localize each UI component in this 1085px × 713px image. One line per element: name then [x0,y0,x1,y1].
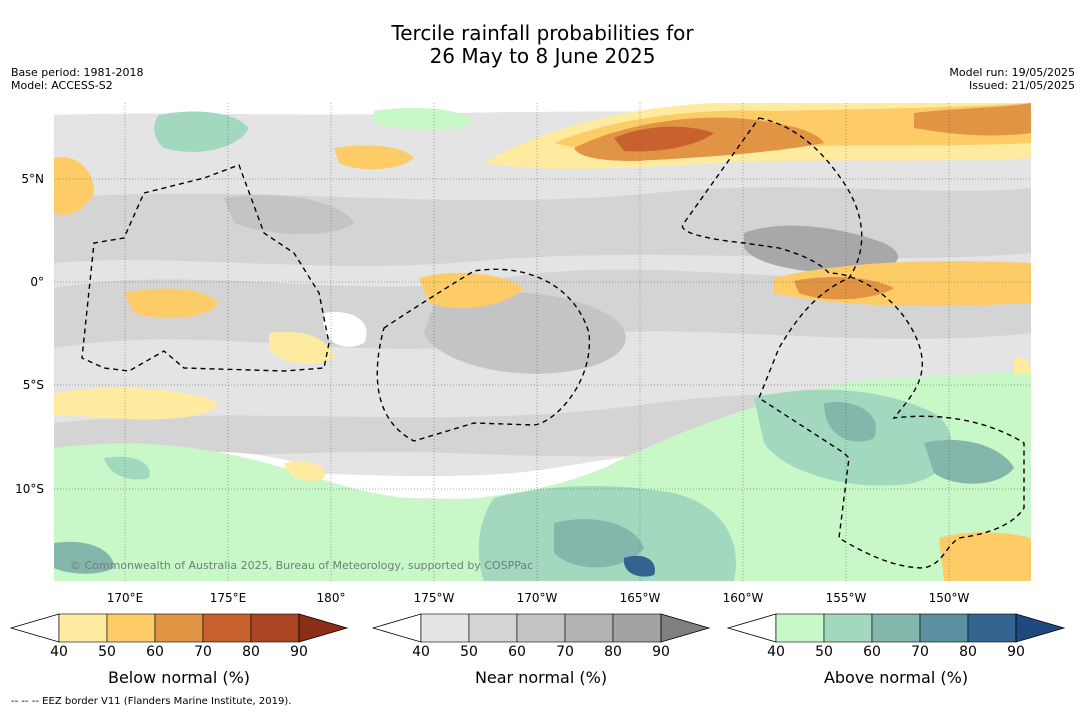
meta-left: Base period: 1981-2018 Model: ACCESS-S2 [11,66,143,92]
colorbar-title-near: Near normal (%) [474,668,608,687]
below-normal-patch-se [939,532,1031,581]
colorbar-segment [823,613,873,643]
colorbar-tick-label: 90 [652,644,670,660]
title-line-1: Tercile rainfall probabilities for [391,21,694,45]
colorbar-segment [967,613,1017,643]
above-normal-core-far-east [924,439,1014,484]
colorbar-segment [58,613,108,643]
colorbar-segment [468,613,518,643]
above-normal-peak [623,555,655,577]
colorbar-tick-label: 50 [815,644,833,660]
colorbar-segment [420,613,470,643]
colorbar-segment [516,613,566,643]
lon-label-165w: 165°W [619,591,661,605]
colorbar-segment [919,613,969,643]
above-normal-patch-north [374,107,474,130]
above-normal-patch-west [104,456,150,480]
below-normal-patch-far-west [54,157,94,215]
colorbar-tick-label: 40 [767,644,785,660]
colorbar-segment [564,613,614,643]
above-normal-core-south [554,519,644,568]
probability-map [54,103,1031,581]
colorbar-tick-label: 60 [146,644,164,660]
issued-date: Issued: 21/05/2025 [968,79,1075,92]
near-normal-patch-west [224,194,354,235]
lat-label-0: 0° [30,275,44,289]
colorbar-segment [775,613,825,643]
colorbar-above-normal [727,613,1066,643]
colorbar-tick-label: 70 [194,644,212,660]
lon-label-155w: 155°W [825,591,867,605]
colorbar-tick-label: 70 [556,644,574,660]
lat-label-10s: 10°S [15,482,44,496]
near-normal-patch-central [424,292,626,374]
colorbar-segment [612,613,662,643]
colorbar-arrow-high [1015,613,1066,643]
colorbar-segment [106,613,156,643]
map-title: Tercile rainfall probabilities for 26 Ma… [0,22,1085,68]
colorbar-title-above: Above normal (%) [823,668,969,687]
colorbar-segment [154,613,204,643]
colorbar-tick-label: 80 [242,644,260,660]
lon-label-170w: 170°W [516,591,558,605]
colorbar-segment [871,613,921,643]
below-normal-core-east-equator [794,277,894,300]
model-name: Model: ACCESS-S2 [11,79,113,92]
lon-label-175w: 175°W [413,591,455,605]
colorbar-tick-label: 70 [911,644,929,660]
above-normal-patch-nw [154,111,249,152]
colorbar-title-below: Below normal (%) [107,668,251,687]
below-normal-patch-south [284,461,325,482]
lon-label-175e: 175°E [209,591,247,605]
below-normal-patch-east-edge [1014,357,1031,375]
colorbar-tick-label: 90 [1007,644,1025,660]
colorbar-near-normal [372,613,711,643]
below-normal-patch-nw-central [334,145,414,170]
colorbar-below-normal [10,613,349,643]
colorbar-tick-label: 50 [460,644,478,660]
base-period: Base period: 1981-2018 [11,66,144,79]
below-normal-patch-sw [54,387,219,420]
colorbar-segment [202,613,252,643]
eez-legend-note: -- -- -- EEZ border V11 (Flanders Marine… [11,696,292,707]
colorbar-arrow-low [372,613,422,643]
colorbar-arrow-high [298,613,349,643]
copyright-notice: © Commonwealth of Australia 2025, Bureau… [70,559,534,572]
colorbar-arrow-low [727,613,777,643]
title-line-2: 26 May to 8 June 2025 [429,44,656,68]
colorbar-tick-label: 80 [959,644,977,660]
lat-label-5s: 5°S [22,378,44,392]
lon-label-150w: 150°W [928,591,970,605]
lon-label-180: 180° [316,591,346,605]
below-normal-patch-south-west [269,331,334,364]
near-normal-patch-east [744,225,899,273]
above-normal-core-east [824,402,876,442]
above-normal-patch-sw [54,541,114,574]
model-run: Model run: 19/05/2025 [949,66,1075,79]
below-normal-patch-central-equator [419,272,524,308]
lon-label-170e: 170°E [106,591,144,605]
below-normal-patch-ne [914,103,1031,136]
colorbar-tick-label: 80 [604,644,622,660]
low-probability-patch [323,312,367,347]
colorbar-tick-label: 90 [290,644,308,660]
below-normal-core-north [614,126,714,152]
colorbar-tick-label: 50 [98,644,116,660]
colorbar-tick-label: 60 [508,644,526,660]
colorbar-tick-label: 40 [412,644,430,660]
lon-label-160w: 160°W [722,591,764,605]
colorbar-arrow-low [10,613,60,643]
colorbar-tick-label: 40 [50,644,68,660]
colorbar-tick-label: 60 [863,644,881,660]
below-normal-patch-west-equator [124,288,219,319]
meta-right: Model run: 19/05/2025 Issued: 21/05/2025 [949,66,1075,92]
colorbar-arrow-high [660,613,711,643]
colorbar-segment [250,613,300,643]
eez-border-west [81,164,330,372]
lat-label-5n: 5°N [21,172,44,186]
